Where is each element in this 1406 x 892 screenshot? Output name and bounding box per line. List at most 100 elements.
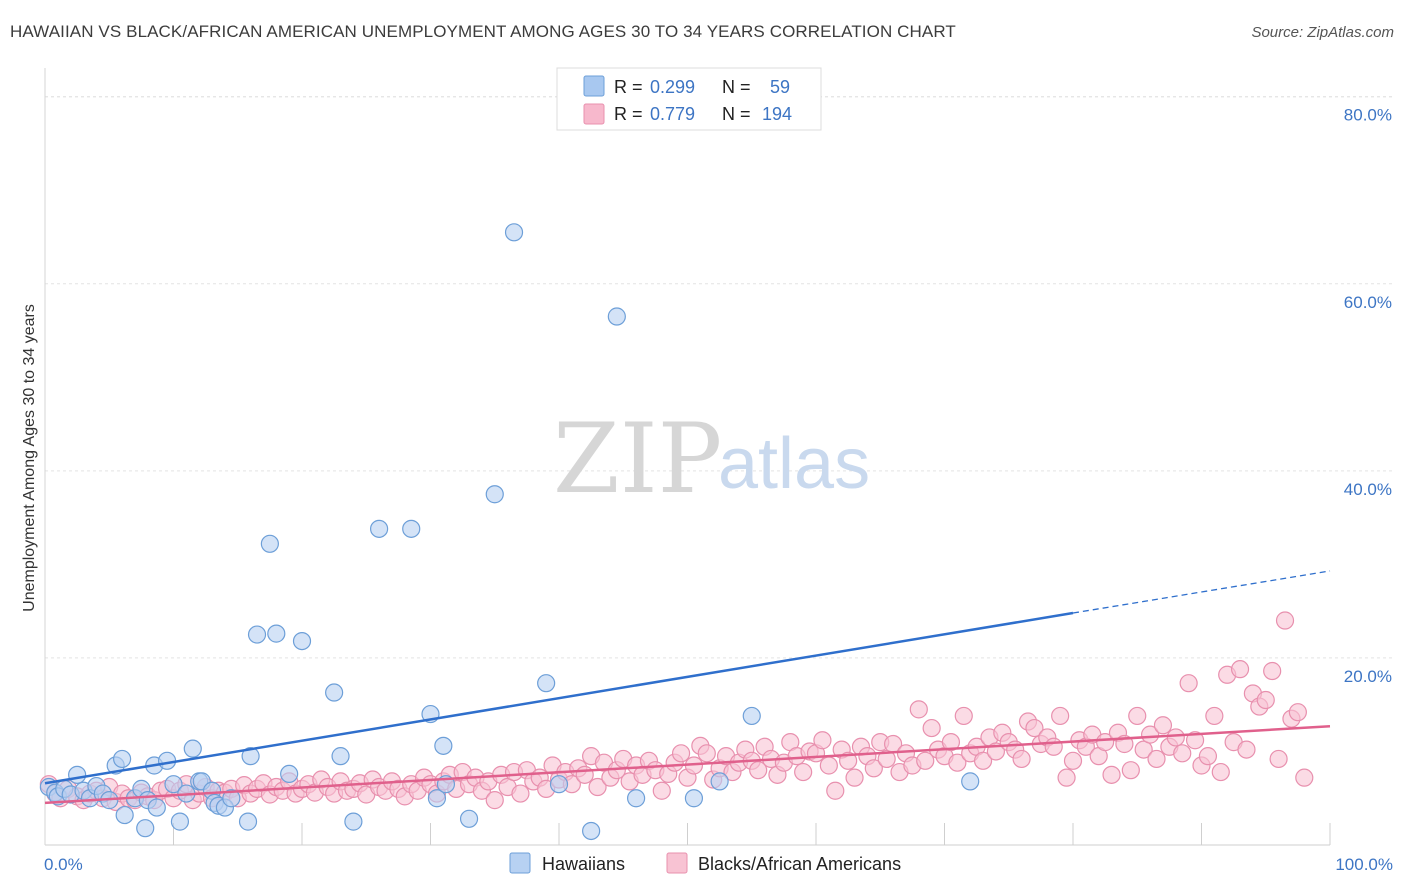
- point-black-171: [1140, 725, 1160, 744]
- x-tick-labels: 0.0% 100.0%: [44, 855, 1393, 874]
- point-hawaiian-37: [280, 764, 299, 784]
- legend-top-n-value-black: 194: [762, 104, 792, 124]
- point-hawaiian-32: [238, 812, 258, 831]
- point-black-135: [909, 700, 928, 719]
- points-layer: [39, 223, 1314, 841]
- y-tick-label-0: 20.0%: [1344, 667, 1392, 686]
- trend-line-hawaiians-extension: [1072, 570, 1331, 614]
- legend-top: R = 0.299 N = 59 R = 0.779 N = 194: [556, 67, 822, 131]
- y-axis-label: Unemployment Among Ages 30 to 34 years: [21, 304, 38, 612]
- point-hawaiian-16: [136, 819, 155, 838]
- point-black-98: [671, 744, 691, 763]
- point-black-170: [1134, 740, 1153, 759]
- legend-swatch-black: [666, 852, 688, 874]
- chart-title: HAWAIIAN VS BLACK/AFRICAN AMERICAN UNEMP…: [10, 22, 956, 41]
- point-black-95: [652, 781, 671, 800]
- point-hawaiian-31: [222, 789, 241, 808]
- point-hawaiian-19: [147, 798, 166, 817]
- point-black-136: [916, 751, 935, 770]
- point-hawaiian-54: [607, 307, 626, 326]
- point-hawaiian-21: [164, 775, 183, 794]
- point-hawaiian-48: [459, 809, 479, 828]
- point-hawaiian-36: [267, 624, 286, 643]
- point-black-156: [1044, 737, 1063, 756]
- legend-top-r-value-black: 0.779: [650, 104, 695, 124]
- legend-top-n-label-hawaiians: N =: [722, 77, 751, 97]
- point-black-69: [485, 791, 504, 810]
- point-black-73: [511, 784, 530, 803]
- point-hawaiian-42: [370, 519, 389, 538]
- point-hawaiian-45: [427, 789, 447, 808]
- y-tick-label-3: 80.0%: [1344, 106, 1392, 125]
- point-black-145: [973, 751, 993, 770]
- point-hawaiian-35: [260, 534, 279, 553]
- point-black-182: [1211, 762, 1230, 782]
- point-black-151: [1012, 749, 1031, 769]
- point-black-185: [1230, 660, 1250, 679]
- legend-label-black: Blacks/African Americans: [698, 854, 901, 874]
- watermark-zip: ZIP: [553, 403, 722, 515]
- point-black-186: [1237, 740, 1256, 759]
- point-black-157: [1051, 706, 1070, 726]
- point-black-142: [954, 706, 973, 726]
- point-black-137: [922, 718, 941, 738]
- point-hawaiian-52: [549, 775, 569, 794]
- point-black-168: [1121, 761, 1140, 780]
- point-hawaiian-46: [434, 736, 453, 755]
- point-black-110: [749, 761, 768, 780]
- point-black-165: [1102, 765, 1121, 784]
- point-black-125: [845, 768, 864, 787]
- legend-top-swatch-hawaiians: [583, 75, 605, 97]
- point-hawaiian-38: [292, 631, 312, 651]
- legend-swatch-hawaiians: [509, 852, 531, 874]
- trend-layer: [44, 570, 1331, 805]
- legend-top-n-value-hawaiians: 59: [770, 77, 790, 97]
- point-hawaiian-58: [742, 706, 761, 726]
- point-black-117: [794, 762, 813, 782]
- point-black-181: [1205, 706, 1224, 726]
- y-tick-label-2: 60.0%: [1344, 293, 1392, 312]
- point-black-175: [1166, 728, 1185, 747]
- legend-top-r-value-hawaiians: 0.299: [650, 77, 695, 97]
- point-black-141: [948, 753, 967, 772]
- legend-top-n-label-black: N =: [722, 104, 751, 124]
- point-black-153: [1025, 718, 1044, 738]
- point-black-121: [819, 756, 838, 775]
- point-black-102: [697, 744, 716, 763]
- chart-source: Source: ZipAtlas.com: [1251, 24, 1394, 41]
- point-hawaiian-43: [402, 519, 421, 538]
- point-hawaiian-55: [626, 789, 646, 808]
- point-hawaiian-59: [961, 772, 980, 791]
- point-black-159: [1063, 751, 1083, 770]
- x-tick-label-1: 100.0%: [1335, 855, 1393, 874]
- y-tick-label-1: 40.0%: [1344, 480, 1392, 499]
- point-black-130: [877, 749, 896, 769]
- legend-bottom: Hawaiians Blacks/African Americans: [509, 852, 901, 874]
- point-black-172: [1147, 749, 1166, 769]
- point-hawaiian-39: [325, 683, 344, 702]
- legend-top-r-label-black: R =: [614, 104, 643, 124]
- point-hawaiian-40: [331, 747, 350, 766]
- point-black-180: [1198, 747, 1218, 766]
- point-hawaiian-12: [112, 749, 132, 769]
- watermark-atlas: atlas: [718, 424, 870, 504]
- point-hawaiian-41: [344, 812, 363, 831]
- trend-line-black: [44, 724, 1331, 805]
- point-black-177: [1179, 674, 1198, 693]
- point-black-85: [588, 777, 607, 797]
- point-hawaiian-53: [582, 821, 601, 841]
- point-hawaiian-50: [504, 223, 524, 242]
- point-hawaiian-57: [710, 772, 729, 791]
- point-black-192: [1275, 611, 1295, 630]
- point-hawaiian-51: [537, 674, 556, 693]
- point-black-191: [1269, 749, 1288, 769]
- point-black-140: [941, 733, 961, 752]
- trend-line-hawaiians: [44, 611, 1074, 785]
- point-hawaiian-56: [684, 789, 704, 808]
- point-black-195: [1295, 768, 1314, 787]
- point-hawaiian-34: [247, 625, 267, 644]
- point-black-124: [839, 751, 858, 770]
- grid-layer: [44, 68, 1392, 846]
- point-hawaiian-33: [241, 747, 260, 766]
- point-black-122: [826, 781, 845, 800]
